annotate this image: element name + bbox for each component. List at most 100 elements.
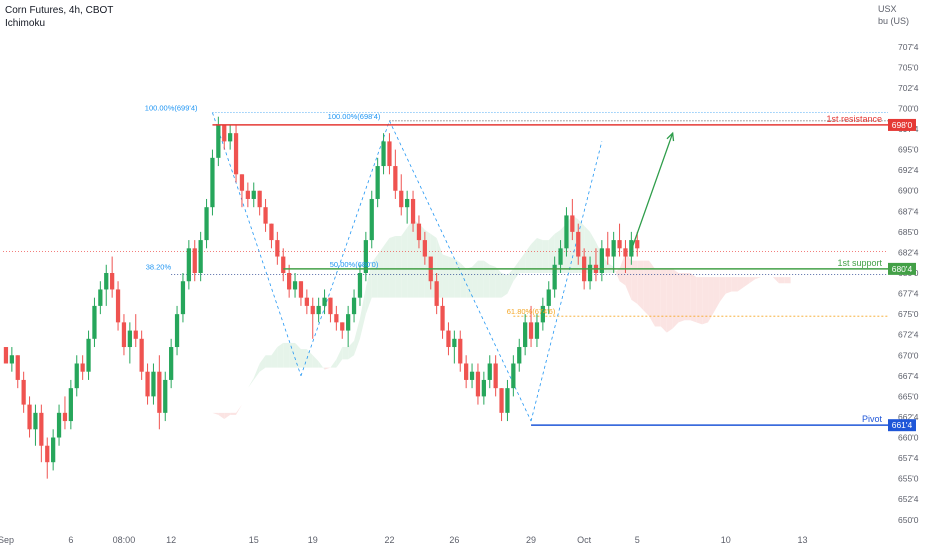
ichimoku-cloud-segment (300, 349, 307, 368)
ichimoku-cloud-segment (666, 268, 673, 333)
fib-label: 61.80%(674'6) (507, 307, 556, 316)
candle-body (381, 141, 386, 167)
support-level-label: 1st support (837, 258, 882, 268)
ichimoku-cloud-segment (401, 227, 408, 298)
candle-body (505, 388, 510, 413)
candle-body (546, 289, 551, 306)
y-tick-label: 675'0 (898, 309, 919, 319)
ichimoku-cloud-segment (625, 252, 632, 300)
ichimoku-cloud-segment (188, 396, 195, 405)
candle-body (151, 371, 156, 397)
ichimoku-cloud-segment (407, 219, 414, 298)
unit-label: bu (US) (878, 16, 910, 26)
x-tick-label: 10 (721, 535, 731, 545)
ichimoku-cloud-segment (253, 363, 260, 380)
ichimoku-cloud-segment (725, 277, 732, 294)
y-tick-label: 687'4 (898, 206, 919, 216)
candle-body (239, 174, 245, 191)
ichimoku-cloud-segment (277, 342, 284, 368)
candle-body (393, 166, 398, 191)
ichimoku-cloud-segment (684, 273, 691, 321)
pattern-zigzag-line (212, 112, 302, 376)
candle-body (68, 388, 73, 422)
candle-body (56, 412, 62, 438)
candle-body (405, 198, 410, 208)
candle-body (45, 445, 50, 463)
candle-body (174, 314, 180, 348)
fib-label: 50.00%(680'0) (330, 260, 379, 269)
indicator-name: Ichimoku (5, 18, 46, 29)
ichimoku-cloud-segment (283, 342, 290, 368)
candle-body (570, 215, 575, 232)
candle-body (74, 363, 79, 389)
ichimoku-cloud-segment (483, 260, 490, 298)
ichimoku-cloud-segment (749, 277, 756, 284)
y-tick-label: 690'0 (898, 186, 919, 196)
candle-body (416, 223, 422, 241)
candle-body (233, 133, 239, 175)
ichimoku-cloud-segment (542, 240, 549, 273)
pattern-zigzag-line (389, 120, 532, 422)
candle-body (298, 281, 304, 298)
ichimoku-cloud-segment (784, 277, 791, 284)
y-tick-label: 657'4 (898, 453, 919, 463)
candle-body (564, 215, 569, 249)
ichimoku-cloud-segment (194, 404, 201, 413)
ichimoku-cloud-segment (236, 404, 242, 415)
candle-body (222, 124, 227, 142)
axis-unit: USX bu (US) (878, 3, 918, 27)
pivot-price-tag (888, 419, 916, 432)
candle-body (422, 240, 427, 257)
candle-body (587, 264, 593, 282)
ichimoku-cloud-segment (472, 260, 478, 298)
ichimoku-cloud-segment (654, 268, 661, 327)
candle-body (475, 371, 481, 397)
ichimoku-cloud-segment (548, 233, 555, 273)
ichimoku-cloud-segment (513, 260, 520, 282)
fib-label: 100.00%(699'4) (145, 104, 198, 113)
y-tick-label: 665'0 (898, 391, 919, 401)
candle-body (340, 322, 345, 331)
ichimoku-cloud-segment (359, 287, 366, 339)
y-tick-label: 695'0 (898, 145, 919, 155)
candle-body (98, 289, 103, 306)
ichimoku-cloud-segment (702, 277, 709, 325)
resistance-price-tag-label: 698'0 (892, 120, 913, 130)
candle-body (369, 198, 374, 241)
ichimoku-cloud-segment (613, 266, 620, 282)
ichimoku-cloud-segment (395, 235, 402, 298)
candle-body (281, 256, 286, 273)
ichimoku-cloud-segment (371, 254, 378, 298)
ichimoku-cloud-segment (377, 246, 384, 298)
candle-body (275, 240, 280, 257)
candle-body (186, 248, 191, 282)
y-tick-label: 667'4 (898, 371, 919, 381)
support-price-tag (888, 262, 916, 275)
ichimoku-cloud-segment (306, 349, 313, 368)
candle-body (517, 347, 522, 364)
x-tick-label: Oct (577, 535, 592, 545)
ichimoku-cloud-segment (737, 277, 744, 292)
resistance-level-label: 1st resistance (826, 114, 882, 124)
ichimoku-cloud-segment (708, 277, 714, 323)
ichimoku-cloud-segment (477, 260, 484, 298)
ichimoku-cloud-segment (731, 277, 738, 292)
ichimoku-cloud-segment (336, 347, 343, 368)
y-tick-label: 685'0 (898, 227, 919, 237)
y-tick-label: 692'4 (898, 165, 919, 175)
candle-body (62, 412, 68, 422)
candle-body (464, 363, 469, 380)
candle-body (210, 157, 215, 208)
candle-body (287, 273, 292, 290)
ichimoku-cloud-segment (212, 412, 219, 415)
candle-body (357, 273, 363, 298)
ichimoku-cloud-segment (289, 342, 296, 368)
candle-body (387, 141, 392, 167)
ichimoku-cloud-segment (159, 355, 166, 360)
candle-body (528, 322, 534, 339)
candle-body (198, 240, 203, 273)
x-tick-label: Sep (0, 535, 14, 545)
x-tick-label: 13 (797, 535, 807, 545)
candle-body (558, 248, 563, 265)
